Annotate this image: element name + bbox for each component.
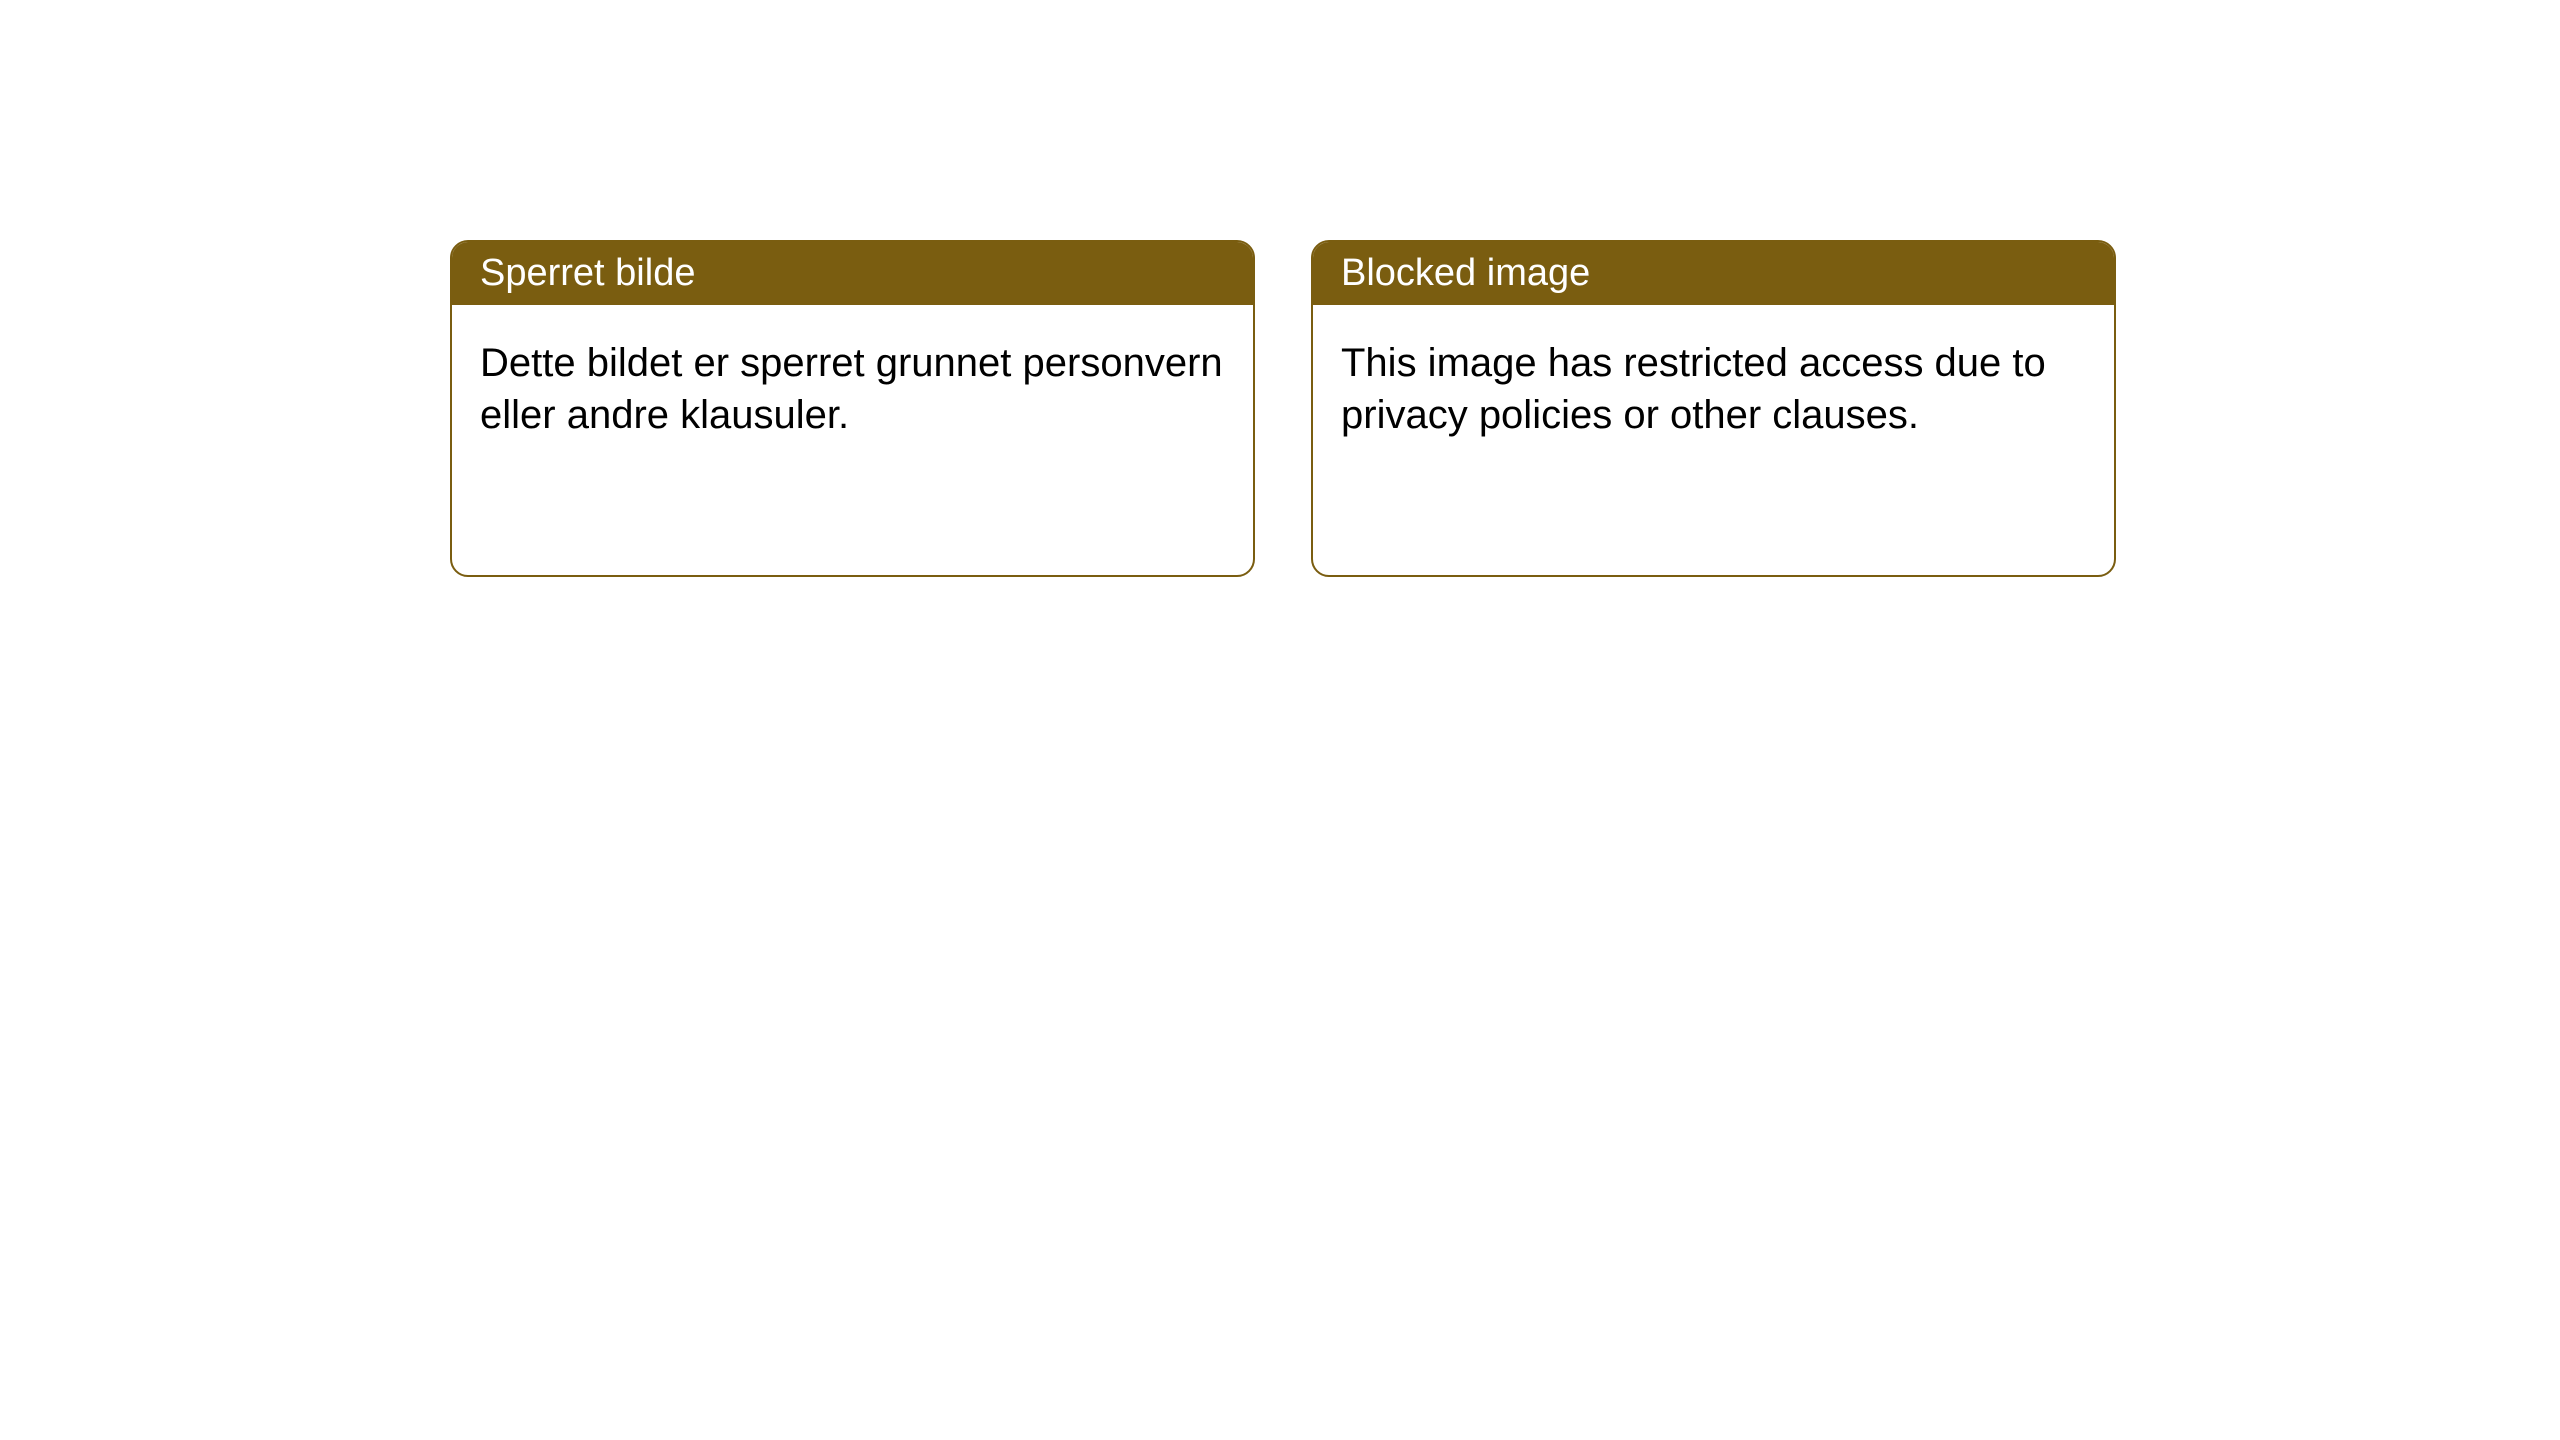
card-body-en: This image has restricted access due to … xyxy=(1313,305,2114,575)
card-body-text-no: Dette bildet er sperret grunnet personve… xyxy=(480,341,1223,437)
card-title-no: Sperret bilde xyxy=(480,252,695,294)
card-body-text-en: This image has restricted access due to … xyxy=(1341,341,2046,437)
card-header-en: Blocked image xyxy=(1313,242,2114,305)
card-header-no: Sperret bilde xyxy=(452,242,1253,305)
cards-container: Sperret bilde Dette bildet er sperret gr… xyxy=(450,240,2116,577)
card-body-no: Dette bildet er sperret grunnet personve… xyxy=(452,305,1253,575)
blocked-image-card-no: Sperret bilde Dette bildet er sperret gr… xyxy=(450,240,1255,577)
blocked-image-card-en: Blocked image This image has restricted … xyxy=(1311,240,2116,577)
card-title-en: Blocked image xyxy=(1341,252,1590,294)
